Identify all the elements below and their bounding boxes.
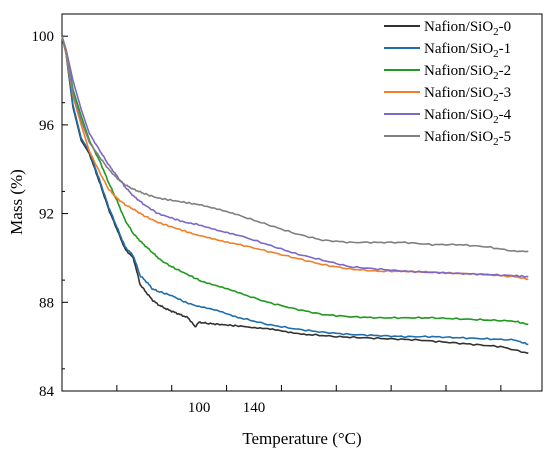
legend-label: Nafion/SiO2-0 bbox=[424, 19, 511, 38]
series-lines bbox=[61, 35, 529, 355]
series-line bbox=[61, 35, 529, 278]
x-tick-label: 140 bbox=[243, 400, 266, 416]
y-axis-ticks: 84 88 92 96 100 bbox=[32, 13, 68, 400]
y-tick-label: 100 bbox=[32, 29, 55, 45]
legend: Nafion/SiO2-0 Nafion/SiO2-1 Nafion/SiO2-2 N… bbox=[384, 19, 512, 148]
legend-label: Nafion/SiO2-3 bbox=[424, 85, 511, 104]
series-line bbox=[61, 35, 529, 253]
series-line bbox=[61, 36, 529, 346]
x-axis-ticks: 100 140 bbox=[116, 385, 502, 416]
legend-label: Nafion/SiO2-1 bbox=[424, 41, 511, 60]
series-line bbox=[61, 35, 529, 326]
y-tick-label: 92 bbox=[39, 207, 54, 223]
x-tick-label: 100 bbox=[188, 400, 211, 416]
y-axis-title: Mass (%) bbox=[7, 169, 26, 235]
series-line bbox=[61, 36, 529, 355]
legend-label: Nafion/SiO2-4 bbox=[424, 107, 512, 126]
x-axis-title: Temperature (°C) bbox=[242, 429, 361, 448]
y-tick-label: 88 bbox=[39, 295, 54, 311]
plot-frame bbox=[61, 13, 543, 392]
legend-label: Nafion/SiO2-2 bbox=[424, 63, 511, 82]
legend-label: Nafion/SiO2-5 bbox=[424, 129, 511, 148]
y-tick-label: 84 bbox=[39, 384, 55, 400]
y-tick-label: 96 bbox=[39, 118, 55, 134]
